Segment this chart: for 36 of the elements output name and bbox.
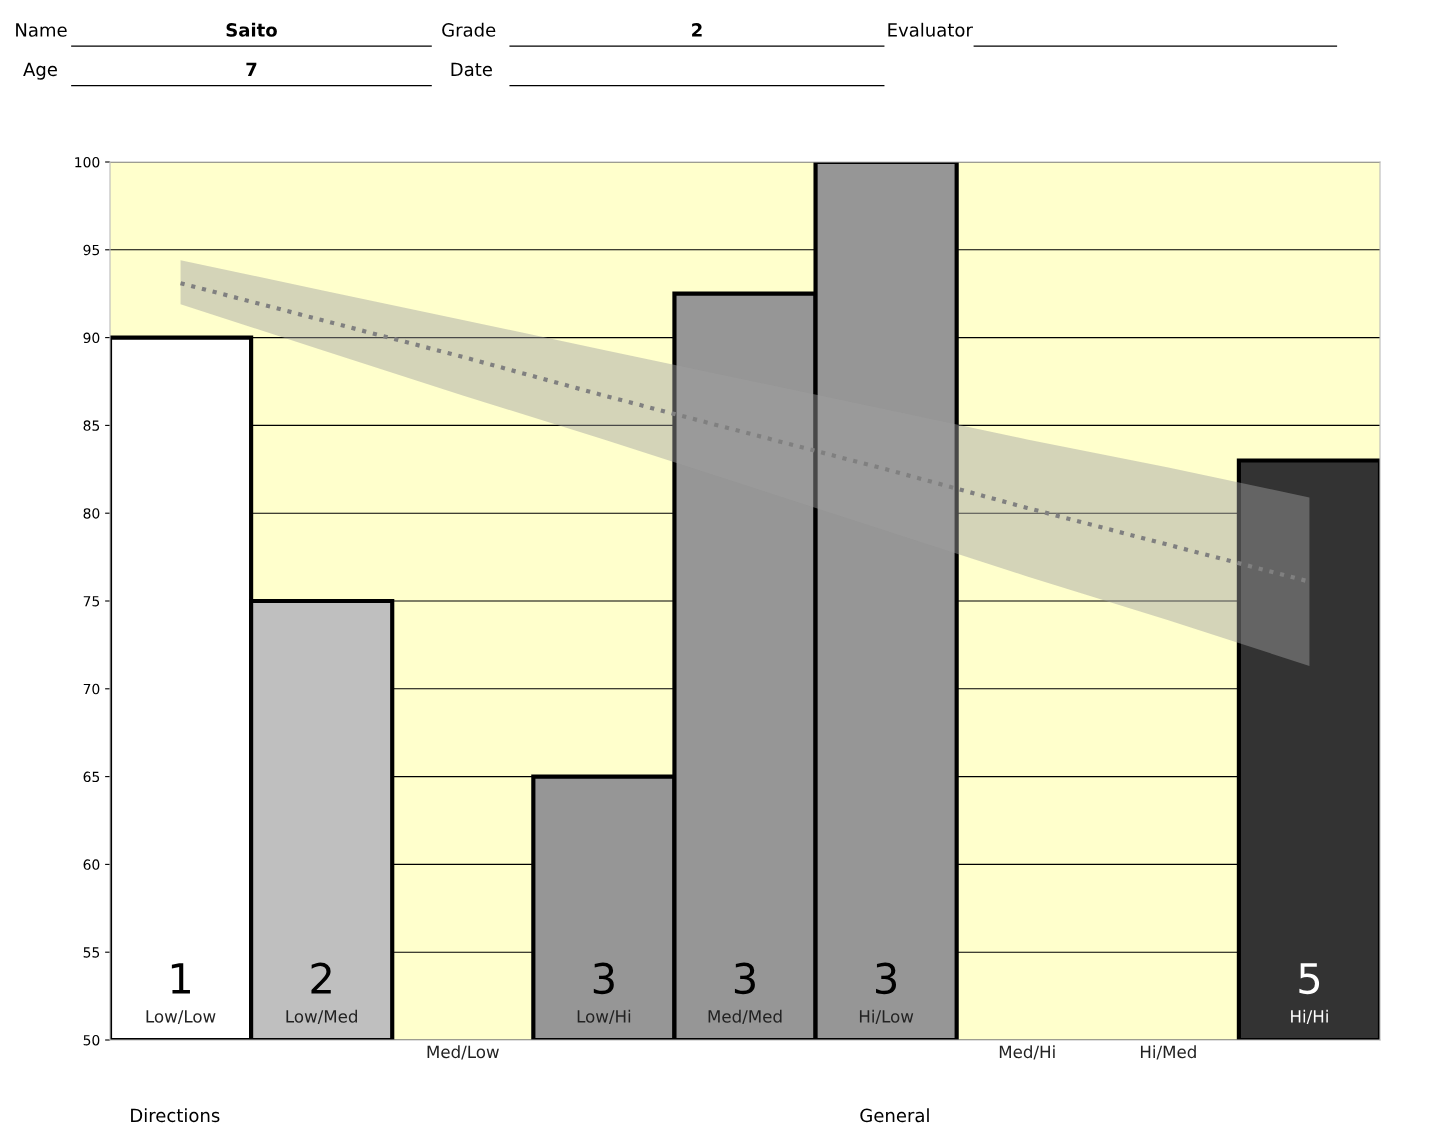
annotation: 3 (734, 962, 755, 995)
annotation: 2 (311, 962, 331, 994)
y-tick-label: 85 (83, 420, 100, 431)
x-tick-label: Hi/Low (859, 1009, 914, 1025)
text: Evaluator (888, 22, 973, 37)
y-tick-label: 90 (83, 332, 100, 344)
text: 7 (246, 62, 257, 76)
text: Name (16, 23, 67, 37)
x-tick-label: Low/Low (146, 1010, 216, 1025)
x-tick-label: Hi/Med (1140, 1045, 1196, 1060)
text: 2 (692, 23, 702, 37)
y-tick-label: 80 (83, 508, 100, 519)
x-tick-label: Hi/Hi (1291, 1009, 1328, 1025)
text: Grade (442, 22, 496, 37)
text: Date (451, 62, 492, 77)
y-tick-label: 60 (83, 859, 100, 870)
text: General (860, 1108, 929, 1123)
y-tick-label: 55 (83, 947, 100, 958)
annotation: 1 (171, 963, 190, 994)
x-tick-label: Med/Med (708, 1009, 782, 1025)
annotation: 3 (876, 962, 897, 995)
x-tick-label: Med/Low (427, 1045, 499, 1060)
y-tick-label: 95 (83, 244, 100, 256)
annotation: 3 (593, 962, 614, 995)
y-tick-label: 50 (83, 1034, 100, 1046)
x-tick-label: Low/Med (286, 1009, 357, 1025)
y-tick-label: 100 (75, 156, 100, 168)
x-tick-label: Low/Hi (577, 1009, 631, 1025)
text: Saito (226, 22, 277, 37)
y-tick-label: 75 (83, 596, 100, 607)
y-tick-label: 70 (83, 683, 100, 695)
text: Directions (131, 1108, 220, 1123)
text: Age (23, 62, 57, 80)
y-tick-label: 65 (83, 771, 100, 783)
x-tick-label: Med/Hi (999, 1045, 1055, 1060)
annotation: 5 (1299, 963, 1320, 995)
